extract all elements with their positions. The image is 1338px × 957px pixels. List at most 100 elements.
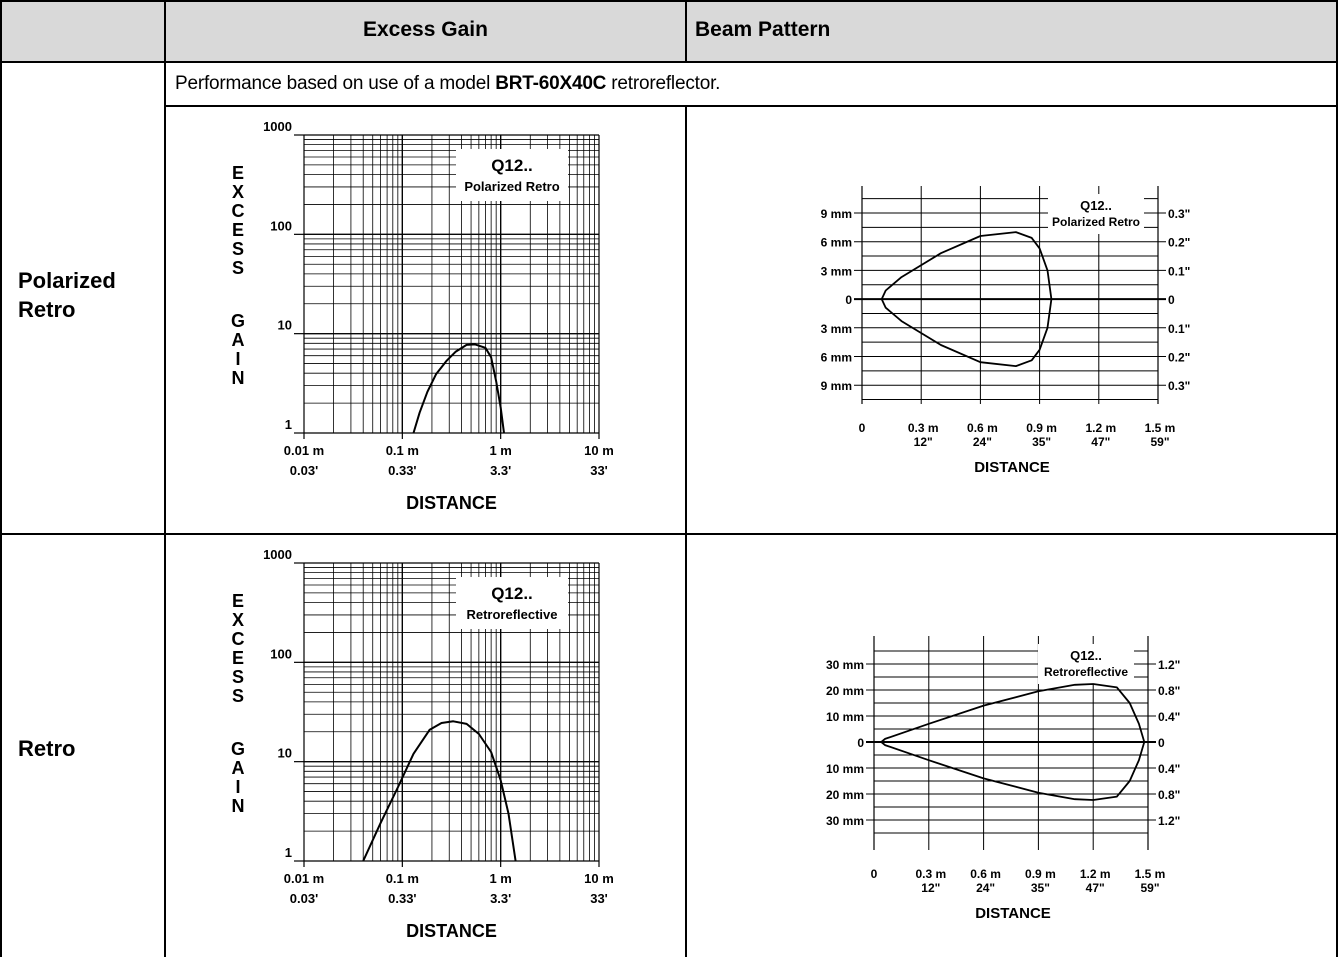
x-tick-label-imperial: 3.3' — [490, 891, 511, 906]
y-tick-label-left: 30 mm — [826, 658, 864, 672]
chart-title-box — [1048, 194, 1144, 234]
y-tick-label: 1000 — [263, 119, 292, 134]
y-tick-label-left: 10 mm — [826, 762, 864, 776]
y-tick-label-right: 0.8" — [1158, 684, 1180, 698]
y-tick-label: 100 — [270, 646, 292, 661]
x-axis-label: DISTANCE — [975, 905, 1051, 922]
table-header-row — [0, 0, 1338, 62]
y-tick-label-left: 0 — [845, 293, 852, 307]
y-axis-label-letter: E — [232, 220, 244, 240]
y-tick-label-right: 0.1" — [1168, 322, 1190, 336]
y-tick-label-left: 0 — [857, 736, 864, 750]
y-axis-label-letter: G — [231, 311, 245, 331]
y-tick-label-right: 0.3" — [1168, 207, 1190, 221]
y-tick-label: 1 — [285, 417, 292, 432]
note-model: BRT-60X40C — [495, 73, 607, 94]
y-axis-label-letter: I — [235, 349, 240, 369]
reflector-note: Performance based on use of a model BRT-… — [175, 73, 720, 95]
table-border — [685, 106, 687, 957]
y-axis-label-letter: N — [232, 796, 245, 816]
y-tick-label-right: 1.2" — [1158, 658, 1180, 672]
gain-curve — [362, 720, 517, 862]
y-tick-label-right: 1.2" — [1158, 814, 1180, 828]
y-tick-label-right: 0.2" — [1168, 351, 1190, 365]
x-tick-label: 0.3 m — [908, 421, 939, 435]
beam-curve — [880, 231, 1053, 368]
note-suffix: retroreflector. — [606, 73, 721, 94]
x-tick-label: 0 — [871, 867, 878, 881]
y-tick-label-right: 0.8" — [1158, 788, 1180, 802]
y-axis-label-letter: A — [232, 758, 245, 778]
x-tick-label: 0.9 m — [1025, 867, 1056, 881]
chart-title-box — [456, 577, 568, 629]
chart-title: Q12.. — [491, 584, 533, 603]
x-tick-label: 1.2 m — [1085, 421, 1116, 435]
x-tick-label: 1 m — [489, 443, 511, 458]
table-border — [0, 0, 2, 957]
chart-title: Q12.. — [1070, 648, 1102, 663]
header-excess-gain: Excess Gain — [363, 18, 488, 41]
x-tick-label-imperial: 0.03' — [290, 463, 318, 478]
beam-curve — [880, 683, 1146, 801]
x-tick-label: 0.01 m — [284, 443, 324, 458]
table-border — [0, 61, 1338, 63]
chart-subtitle: Retroreflective — [466, 607, 557, 622]
y-tick-label-left: 3 mm — [821, 322, 852, 336]
y-tick-label-left: 9 mm — [821, 207, 852, 221]
x-axis-label: DISTANCE — [406, 493, 497, 513]
x-tick-label-imperial: 59" — [1140, 881, 1159, 895]
y-tick-label: 100 — [270, 218, 292, 233]
x-tick-label: 0.6 m — [967, 421, 998, 435]
row-label-retro: Retro — [18, 734, 75, 763]
row-label-line: Retro — [18, 736, 76, 761]
x-tick-label: 0.9 m — [1026, 421, 1057, 435]
x-tick-label-imperial: 12" — [921, 881, 940, 895]
gain-curve — [412, 343, 505, 434]
y-tick-label-right: 0.2" — [1168, 236, 1190, 250]
x-tick-label-imperial: 35" — [1032, 435, 1051, 449]
x-tick-label: 0.01 m — [284, 871, 324, 886]
y-tick-label-right: 0.1" — [1168, 264, 1190, 278]
y-tick-label: 10 — [278, 746, 292, 761]
x-tick-label: 0 — [859, 421, 866, 435]
x-tick-label-imperial: 33' — [590, 891, 608, 906]
chart-subtitle: Polarized Retro — [464, 179, 559, 194]
chart-title-box — [1038, 644, 1134, 684]
y-axis-label-letter: G — [231, 739, 245, 759]
y-tick-label-left: 3 mm — [821, 264, 852, 278]
x-tick-label: 1.5 m — [1135, 867, 1166, 881]
x-tick-label: 1.2 m — [1080, 867, 1111, 881]
y-tick-label-left: 10 mm — [826, 710, 864, 724]
x-tick-label-imperial: 3.3' — [490, 463, 511, 478]
x-tick-label: 0.1 m — [386, 443, 419, 458]
x-tick-label-imperial: 0.33' — [388, 891, 416, 906]
x-tick-label-imperial: 35" — [1031, 881, 1050, 895]
header-beam-pattern: Beam Pattern — [695, 18, 831, 41]
table-border — [0, 533, 1338, 535]
y-tick-label: 1000 — [263, 547, 292, 562]
y-axis-label-letter: E — [232, 648, 244, 668]
y-tick-label-right: 0.4" — [1158, 710, 1180, 724]
x-tick-label: 0.1 m — [386, 871, 419, 886]
y-axis-label-letter: N — [232, 368, 245, 388]
x-tick-label-imperial: 12" — [914, 435, 933, 449]
y-tick-label-left: 20 mm — [826, 684, 864, 698]
y-tick-label: 1 — [285, 845, 292, 860]
chart-title: Q12.. — [491, 156, 533, 175]
y-axis-label-letter: I — [235, 777, 240, 797]
y-axis-label-letter: E — [232, 163, 244, 183]
y-tick-label-left: 20 mm — [826, 788, 864, 802]
x-tick-label: 0.3 m — [915, 867, 946, 881]
chart-subtitle: Polarized Retro — [1052, 215, 1140, 229]
y-axis-label-letter: X — [232, 182, 244, 202]
row-label-line: Retro — [18, 297, 76, 322]
y-axis-label-letter: S — [232, 258, 244, 278]
table-border — [1336, 0, 1338, 957]
y-tick-label-left: 6 mm — [821, 236, 852, 250]
table-border — [0, 0, 1338, 2]
x-tick-label: 1.5 m — [1145, 421, 1176, 435]
row-label-polarized-retro: Polarized Retro — [18, 266, 116, 324]
table-border — [164, 105, 1338, 107]
x-axis-label: DISTANCE — [406, 921, 497, 941]
